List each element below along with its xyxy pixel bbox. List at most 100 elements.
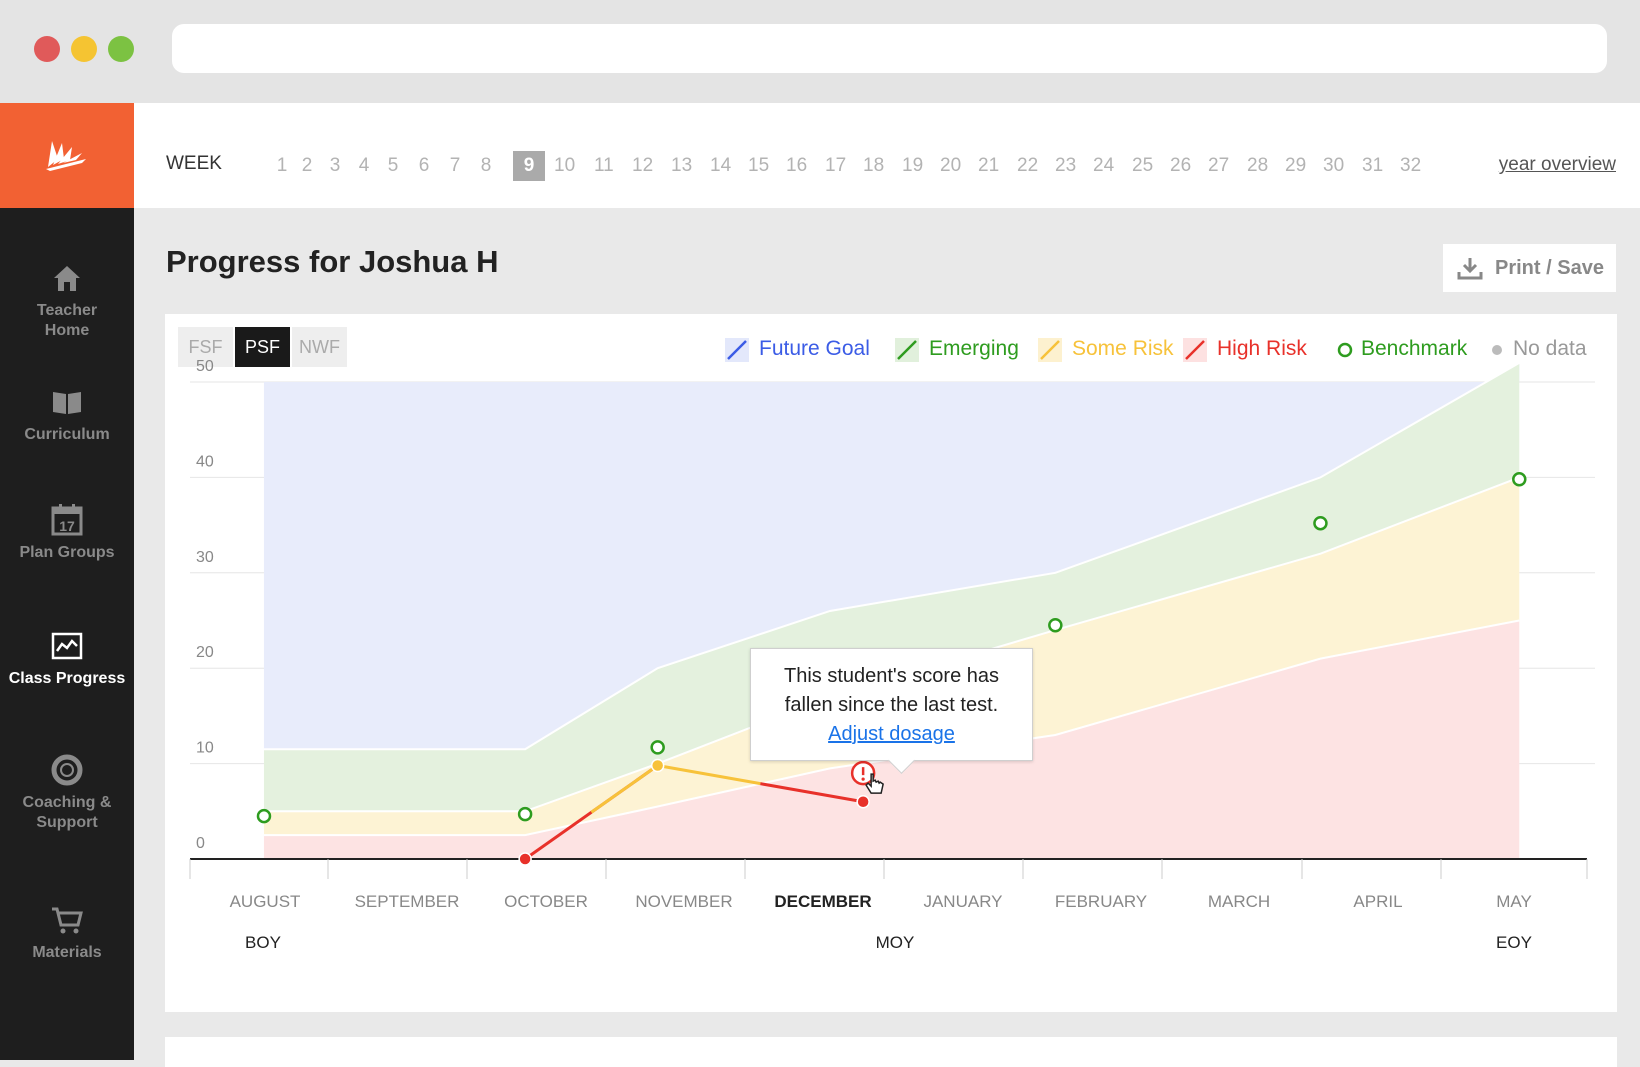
future-goal-band — [263, 362, 1520, 750]
benchmark-point — [650, 740, 665, 755]
page-title: Progress for Joshua H — [166, 244, 499, 279]
app-logo[interactable] — [0, 103, 134, 208]
print-save-button[interactable]: Print / Save — [1443, 244, 1616, 292]
tab-psf[interactable]: PSF — [235, 327, 290, 367]
x-month-label: APRIL — [1353, 892, 1402, 911]
sidebar-item-coaching-support[interactable]: Coaching & Support — [0, 753, 134, 833]
no-data-dot-icon — [1492, 345, 1502, 355]
week-1[interactable]: 1 — [276, 155, 288, 176]
week-7[interactable]: 7 — [449, 155, 461, 176]
sidebar-item-class-progress[interactable]: Class Progress — [0, 629, 134, 689]
adjust-dosage-link[interactable]: Adjust dosage — [828, 723, 955, 745]
x-month-label: MAY — [1496, 892, 1532, 911]
emerging-band — [263, 362, 1520, 812]
week-11[interactable]: 11 — [594, 155, 614, 176]
close-window-button[interactable] — [34, 36, 60, 62]
week-22[interactable]: 22 — [1017, 155, 1039, 176]
week-12[interactable]: 12 — [632, 155, 654, 176]
week-19[interactable]: 19 — [902, 155, 924, 176]
week-6[interactable]: 6 — [418, 155, 430, 176]
band-boundary-line — [263, 362, 1520, 751]
y-tick-label: 10 — [196, 740, 214, 757]
download-icon — [1457, 258, 1483, 280]
minimize-window-button[interactable] — [71, 36, 97, 62]
address-bar[interactable] — [172, 24, 1607, 73]
lower-card — [165, 1037, 1617, 1067]
week-25[interactable]: 25 — [1132, 155, 1154, 176]
y-tick-label: 20 — [196, 644, 214, 661]
sidebar-item-materials[interactable]: Materials — [0, 903, 134, 963]
score-point — [518, 852, 532, 866]
week-28[interactable]: 28 — [1247, 155, 1269, 176]
sidebar-item-label: Materials — [32, 944, 102, 961]
calendar-date-text: 17 — [59, 518, 75, 534]
week-10[interactable]: 10 — [554, 155, 576, 176]
lifebuoy-icon — [51, 754, 83, 786]
some-risk-band — [263, 477, 1520, 836]
y-tick-label: 0 — [196, 835, 205, 852]
week-29[interactable]: 29 — [1285, 155, 1307, 176]
tab-fsf[interactable]: FSF — [178, 327, 233, 367]
hand-cursor-icon — [865, 773, 884, 794]
legend-label: Benchmark — [1361, 337, 1468, 360]
tab-nwf[interactable]: NWF — [292, 327, 347, 367]
y-tick-label: 30 — [196, 549, 214, 566]
week-32[interactable]: 32 — [1400, 155, 1422, 176]
week-27[interactable]: 27 — [1208, 155, 1230, 176]
week-16[interactable]: 16 — [786, 155, 808, 176]
week-bar: WEEK 1 2 3 4 5 6 7 8 9 10 11 12 13 14 15 16 17 18 19 20 21 22… — [134, 103, 1640, 208]
legend-label: Some Risk — [1072, 337, 1174, 360]
legend-label: Emerging — [929, 337, 1019, 360]
sidebar-item-label: Coaching & Support — [22, 794, 112, 831]
score-point — [650, 758, 665, 773]
period-label: EOY — [1496, 933, 1532, 952]
week-9[interactable]: 9 — [513, 151, 545, 181]
progress-chart: 0 10 20 30 40 50 AUGUST SEPTEMBER OCTOBER NOVEMBE… — [189, 358, 1595, 952]
week-24[interactable]: 24 — [1093, 155, 1115, 176]
high-risk-swatch-icon — [1183, 338, 1207, 362]
tooltip-line-2: fallen since the last test. — [784, 694, 999, 716]
benchmark-point — [1048, 618, 1063, 633]
week-14[interactable]: 14 — [710, 155, 732, 176]
x-month-label: FEBRUARY — [1055, 892, 1147, 911]
week-13[interactable]: 13 — [671, 155, 693, 176]
y-tick-label: 40 — [196, 453, 214, 470]
home-icon — [54, 266, 80, 291]
sidebar-item-label: Plan Groups — [19, 544, 115, 561]
week-8[interactable]: 8 — [480, 155, 492, 176]
week-30[interactable]: 30 — [1323, 155, 1345, 176]
year-overview-link[interactable]: year overview — [1498, 154, 1616, 175]
week-20[interactable]: 20 — [940, 155, 962, 176]
week-18[interactable]: 18 — [863, 155, 885, 176]
week-4[interactable]: 4 — [358, 155, 370, 176]
score-line-segment — [590, 764, 659, 814]
benchmark-circle-icon — [1337, 342, 1353, 358]
sidebar-item-teacher-home[interactable]: Teacher Home — [0, 261, 134, 341]
week-2[interactable]: 2 — [301, 155, 313, 176]
maximize-window-button[interactable] — [108, 36, 134, 62]
week-3[interactable]: 3 — [329, 155, 341, 176]
sidebar-item-curriculum[interactable]: Curriculum — [0, 385, 134, 445]
week-21[interactable]: 21 — [978, 155, 1000, 176]
period-label: MOY — [876, 933, 915, 952]
sidebar-item-plan-groups[interactable]: 17 Plan Groups — [0, 503, 134, 563]
week-5[interactable]: 5 — [387, 155, 399, 176]
week-23[interactable]: 23 — [1055, 155, 1077, 176]
sidebar-item-label: Class Progress — [8, 670, 126, 687]
score-point — [856, 795, 870, 809]
score-alert-tooltip: This student's score has fallen since th… — [750, 648, 1033, 774]
week-26[interactable]: 26 — [1170, 155, 1192, 176]
high-risk-band — [263, 620, 1520, 859]
legend-label: No data — [1513, 337, 1587, 360]
sidebar-item-label: Teacher Home — [36, 302, 98, 339]
x-month-label: SEPTEMBER — [355, 892, 460, 911]
x-month-label: DECEMBER — [774, 892, 871, 911]
week-17[interactable]: 17 — [825, 155, 847, 176]
band-boundary-line — [263, 619, 1520, 837]
week-15[interactable]: 15 — [748, 155, 770, 176]
week-31[interactable]: 31 — [1362, 155, 1384, 176]
benchmark-point — [256, 808, 272, 824]
progress-card: FSF PSF NWF Future Goal Emerging Some Ri… — [165, 314, 1617, 1012]
score-line-segment — [760, 782, 864, 804]
emerging-swatch-icon — [895, 338, 919, 362]
